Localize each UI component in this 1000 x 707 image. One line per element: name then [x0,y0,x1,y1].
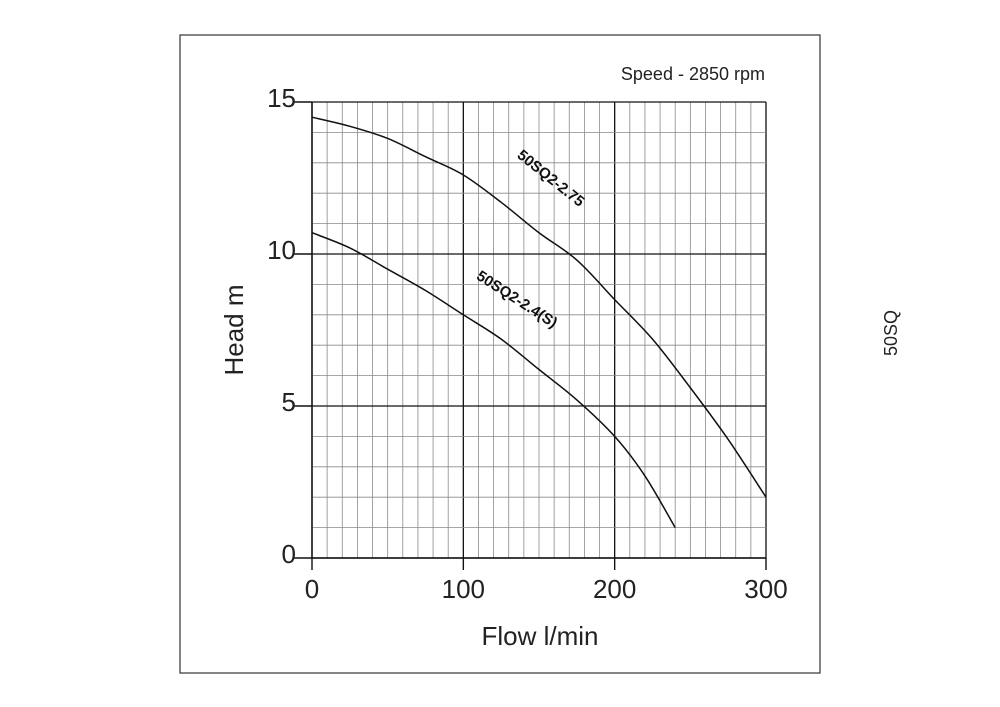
x-tick-label: 0 [305,574,319,604]
y-tick-label: 0 [282,539,296,569]
tick-labels: 0 100 200 300 0 5 10 15 [267,83,788,604]
chart-frame [179,34,821,674]
curve-50SQ2-2.75 [311,116,767,498]
y-axis-label: Head m [219,284,249,375]
curve-label: 50SQ2-2.4(S) [473,267,560,331]
axes [294,101,767,570]
curve-label: 50SQ2-2.75 [514,147,588,211]
x-axis-label: Flow l/min [481,621,598,651]
x-tick-label: 300 [744,574,787,604]
speed-annotation: Speed - 2850 rpm [621,64,765,84]
model-side-label: 50SQ [881,310,901,356]
x-tick-label: 100 [442,574,485,604]
grid [311,101,767,559]
y-tick-label: 5 [282,387,296,417]
x-tick-label: 200 [593,574,636,604]
y-tick-label: 10 [267,235,296,265]
curve-50SQ2-2.4(S) [311,232,676,528]
y-tick-label: 15 [267,83,296,113]
